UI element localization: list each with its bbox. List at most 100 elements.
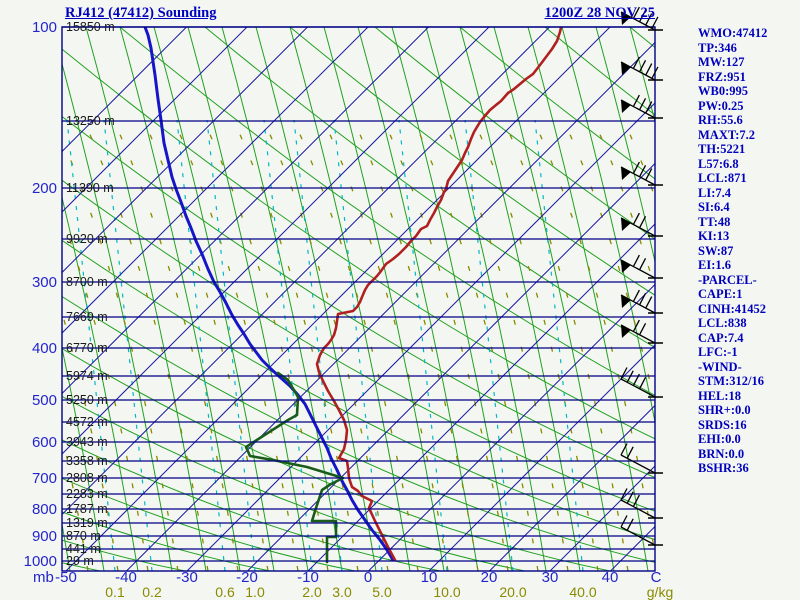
pressure-unit-label: mb (33, 569, 54, 586)
moist-adiabat-line (527, 27, 649, 571)
height-label: 9920 m (66, 232, 108, 246)
wind-barb-shaft (620, 217, 656, 237)
pressure-tick-label: 1000 (24, 553, 57, 570)
isotherm-line (62, 27, 490, 455)
wind-barb-feather (632, 56, 640, 69)
moist-adiabat-line (62, 345, 105, 571)
temp-tick-label: 30 (542, 569, 559, 586)
dewpoint-curve (244, 371, 345, 564)
temp-tick-label: 10 (421, 569, 438, 586)
wind-barb-feather (638, 98, 647, 111)
wind-barb-feather (626, 491, 634, 504)
wind-barb-pennant (621, 100, 631, 113)
indices-panel-line: CINH:41452 (698, 301, 767, 316)
dry-adiabat-line (62, 115, 655, 479)
mixing-ratio-line (103, 119, 153, 571)
wind-barb-shaft (620, 61, 656, 81)
height-label: 4572 m (66, 415, 108, 429)
wind-barb-feather (626, 518, 634, 531)
mixing-ratio-line (464, 119, 514, 571)
temp-tick-label: -10 (297, 569, 319, 586)
isotherm-line (62, 27, 187, 153)
mixing-tick-label: 1.0 (245, 584, 265, 600)
isotherm-line (126, 41, 655, 571)
mixing-tick-label: 3.0 (332, 584, 352, 600)
wind-barb-feather (638, 323, 647, 336)
parcel-curve (143, 27, 395, 562)
wind-barb-feather (638, 258, 647, 271)
indices-panel-line: LCL:838 (698, 316, 747, 330)
indices-panel-line: L57:6.8 (698, 156, 739, 171)
temp-tick-label: 20 (481, 569, 498, 586)
temp-tick-label: -50 (55, 569, 77, 586)
mixing-tick-label: 20.0 (499, 584, 526, 600)
mixing-tick-label: 0.1 (105, 584, 125, 600)
height-label: 15850 m (66, 20, 115, 34)
isotherm-line (428, 344, 655, 571)
wind-barb (620, 56, 663, 81)
wind-barb-feather (632, 289, 640, 302)
olive-dashed-line (327, 129, 449, 571)
indices-panel-line: WB0:995 (698, 84, 748, 98)
wind-barb-feather (638, 165, 647, 178)
isotherm-line (62, 27, 248, 213)
wind-barb-feather (620, 515, 628, 528)
isotherm-line (186, 102, 655, 571)
mixing-unit-label: g/kg (647, 584, 673, 600)
dry-adiabat-line (62, 179, 655, 512)
pressure-tick-label: 500 (32, 392, 57, 409)
mixing-tick-label: 0.6 (215, 584, 235, 600)
mixing-ratio-line (398, 119, 448, 571)
indices-panel-line: SI:6.4 (698, 200, 730, 214)
isotherm-line (62, 27, 308, 274)
wind-barb-feather (638, 377, 647, 390)
isotherm-line (62, 27, 369, 334)
dry-adiabat-line (62, 511, 271, 571)
wind-barb-pennant (621, 260, 631, 273)
temperature-curve (315, 27, 563, 562)
moist-adiabat-line (187, 27, 309, 571)
height-label: 870 m (66, 529, 101, 543)
wind-barb-feather (645, 168, 653, 181)
wind-barb (620, 161, 663, 186)
moist-adiabat-line (493, 27, 615, 571)
dry-adiabat-line (374, 27, 655, 240)
wind-barb (620, 515, 663, 546)
wind-barb (620, 289, 663, 314)
indices-panel-line: LCL:871 (698, 171, 747, 185)
moist-adiabat-line (323, 27, 445, 571)
wind-barb-feather (632, 6, 640, 19)
wind-barb-feather (632, 373, 640, 386)
height-label: 11390 m (66, 181, 114, 195)
height-label: 5250 m (66, 393, 108, 407)
temp-tick-label: -40 (115, 569, 137, 586)
mixing-tick-label: 2.0 (302, 584, 322, 600)
wind-barb-feather (638, 60, 647, 73)
wind-barb-feather (645, 101, 653, 114)
indices-panel-line: -PARCEL- (698, 272, 757, 287)
moist-adiabat-line (62, 62, 173, 571)
height-label: 3358 m (66, 454, 108, 468)
wind-barb-shaft (620, 378, 656, 398)
wind-barb-feather (638, 10, 647, 23)
indices-panel-line: BSHR:36 (698, 461, 749, 475)
wind-barb-feather (620, 367, 628, 380)
wind-barb-feather (632, 94, 640, 107)
indices-panel-line: TH:5221 (698, 142, 746, 156)
indices-panel-line: TP:346 (698, 40, 737, 55)
indices-panel: WMO:47412 TP:346 MW:127 FRZ:951 WB0:995 PW:0.… (698, 26, 798, 476)
wind-barb-feather (651, 16, 659, 29)
mixing-tick-label: 5.0 (372, 584, 392, 600)
temp-unit-label: C (651, 569, 662, 586)
wind-barb-feather (626, 446, 634, 459)
temp-tick-label: -20 (236, 569, 258, 586)
wind-barb-feather (632, 212, 640, 225)
indices-panel-line: SW:87 (698, 243, 734, 258)
isotherm-line (62, 27, 429, 395)
mixing-ratio-line (263, 119, 313, 571)
mixing-ratio-line (333, 119, 383, 571)
wind-barb-pennant (621, 218, 631, 231)
olive-dashed-line (507, 129, 629, 571)
